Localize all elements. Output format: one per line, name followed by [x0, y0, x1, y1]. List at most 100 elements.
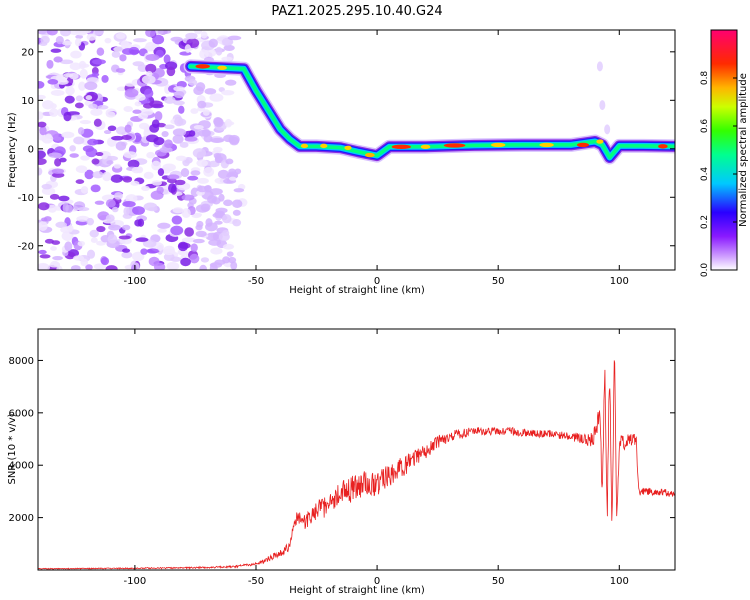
colorbar-label: Normalized spectral amplitude — [738, 73, 749, 227]
noise-blob — [213, 152, 222, 159]
noise-blob — [131, 166, 142, 174]
noise-blob — [75, 95, 83, 102]
noise-blob — [170, 225, 184, 236]
noise-blob — [91, 72, 100, 77]
noise-blob — [204, 88, 217, 95]
noise-blob — [213, 117, 223, 126]
noise-blob — [227, 35, 242, 41]
noise-blob — [55, 35, 64, 45]
noise-blob — [166, 178, 177, 184]
ridge-layer-4 — [188, 64, 675, 160]
noise-blob — [181, 208, 191, 219]
noise-blob — [168, 183, 177, 194]
noise-blob — [170, 256, 182, 262]
noise-blob — [133, 38, 147, 43]
noise-blob — [195, 82, 206, 92]
noise-blob — [217, 169, 229, 179]
noise-blob — [47, 204, 57, 213]
noise-blob — [115, 32, 126, 40]
ridge-hotspot — [365, 152, 375, 158]
noise-blob — [214, 220, 223, 225]
noise-blob — [61, 40, 73, 46]
noise-blob — [92, 171, 104, 179]
noise-blob — [101, 74, 109, 83]
noise-blob — [77, 240, 86, 247]
snr-xlabel: Height of straight line (km) — [289, 585, 425, 596]
noise-blob — [188, 79, 198, 86]
noise-blob — [65, 204, 73, 213]
noise-blob — [86, 217, 95, 226]
noise-blob — [125, 194, 138, 204]
noise-blob — [228, 134, 240, 145]
noise-blob — [60, 30, 72, 37]
noise-blob — [118, 235, 131, 240]
noise-blob — [171, 215, 183, 225]
noise-blob — [181, 194, 195, 201]
noise-blob — [131, 251, 145, 262]
noise-blob — [164, 96, 176, 104]
noise-blob — [115, 126, 127, 135]
snr-ylabel: SNR (10 * v/v) — [7, 413, 18, 484]
noise-blob — [38, 263, 51, 270]
noise-blob — [63, 111, 72, 122]
noise-blob — [196, 220, 204, 228]
noise-blob — [225, 158, 234, 165]
noise-blob — [232, 209, 241, 216]
noise-blob — [96, 47, 105, 56]
snr-axes: -100 -50 0 50 100 2000 4000 6000 8000 — [9, 329, 675, 587]
noise-blob — [172, 134, 184, 144]
noise-blob — [199, 49, 209, 59]
colorbar-tick-label: 0.8 — [700, 71, 710, 86]
noise-blob — [162, 248, 176, 256]
snr-series-line — [38, 360, 675, 570]
noise-blob — [123, 106, 133, 112]
noise-blob — [154, 111, 163, 121]
noise-blob — [61, 131, 75, 139]
y-tick-label: 2000 — [9, 513, 34, 524]
noise-blob — [172, 128, 187, 137]
noise-blob — [151, 160, 161, 171]
noise-blob — [41, 134, 54, 144]
noise-blob — [122, 201, 136, 208]
figure-title: PAZ1.2025.295.10.40.G24 — [271, 4, 442, 19]
noise-blob — [49, 263, 61, 268]
noise-blob — [64, 95, 75, 104]
ridge-hotspot — [300, 143, 309, 149]
noise-blob — [222, 243, 235, 250]
noise-blob — [105, 111, 116, 118]
noise-blob — [145, 71, 153, 77]
noise-blob — [55, 221, 68, 228]
noise-blob — [132, 109, 142, 114]
noise-blob — [200, 203, 211, 212]
noise-blob — [102, 171, 112, 182]
noise-blob — [49, 108, 59, 117]
noise-blob — [187, 175, 199, 181]
noise-blob — [163, 54, 171, 64]
noise-blob — [194, 30, 203, 35]
noise-blob — [90, 184, 101, 193]
noise-blob — [46, 30, 58, 36]
noise-blob — [157, 222, 171, 229]
noise-blob — [184, 44, 192, 53]
noise-blob — [226, 251, 234, 257]
noise-blob — [62, 73, 74, 78]
noise-blob — [38, 157, 47, 165]
noise-blob — [148, 256, 160, 267]
noise-blob — [120, 134, 132, 141]
y-tick-label: 4000 — [9, 461, 34, 472]
noise-blob — [134, 101, 142, 107]
noise-blob — [77, 206, 90, 212]
noise-blob — [65, 86, 75, 96]
noise-blob — [222, 256, 231, 264]
noise-blob — [52, 256, 63, 261]
noise-blob — [119, 54, 127, 62]
noise-blob — [224, 118, 233, 128]
noise-blob — [69, 153, 79, 158]
noise-blob — [197, 185, 207, 193]
noise-blob — [130, 264, 137, 270]
noise-blob — [122, 248, 131, 253]
noise-blob — [174, 179, 186, 186]
noise-blob — [128, 46, 140, 56]
